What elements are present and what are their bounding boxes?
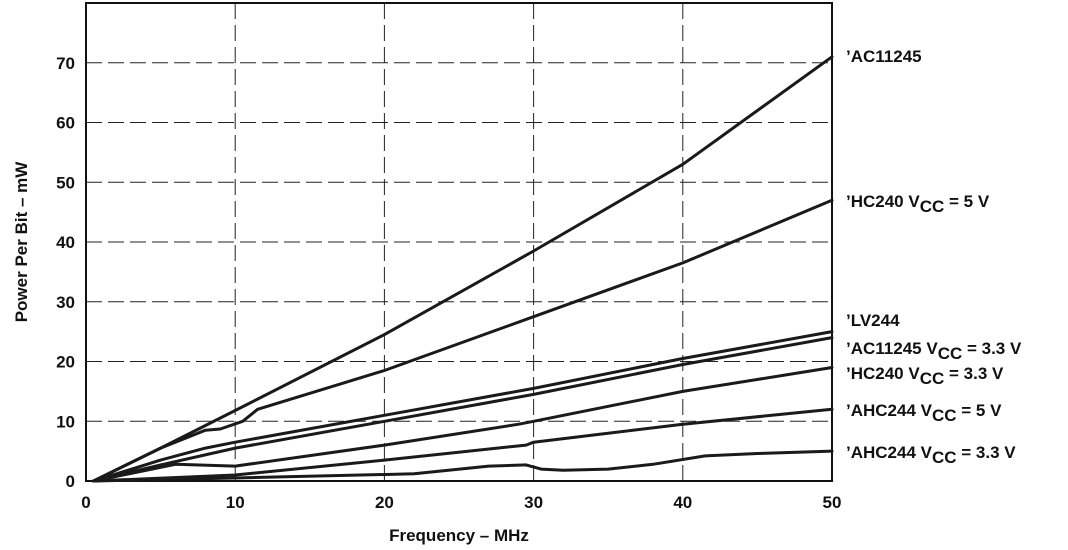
series-line-7 [92, 449, 834, 483]
series-label-tail: = 3.3 V [944, 364, 1004, 383]
series-label-main: ’LV244 [846, 311, 900, 330]
y-tick-label: 60 [56, 114, 75, 133]
series-label-2: ’HC240 VCC = 5 V [846, 192, 990, 216]
series-line-1 [92, 55, 834, 483]
series-line-5 [92, 366, 834, 483]
series-label-7: ’AHC244 VCC = 3.3 V [846, 443, 1016, 467]
y-axis-title: Power Per Bit – mW [12, 161, 31, 323]
series-line-6 [92, 407, 834, 483]
y-tick-label: 40 [56, 233, 75, 252]
series-label-4: ’AC11245 VCC = 3.3 V [846, 339, 1022, 363]
series-label-main: ’HC240 V [846, 192, 920, 211]
x-axis-title: Frequency – MHz [389, 526, 529, 545]
x-tick-label: 0 [81, 493, 90, 512]
series-label-subscript: CC [932, 406, 957, 425]
series-label-main: ’HC240 V [846, 364, 920, 383]
series-label-6: ’AHC244 VCC = 5 V [846, 401, 1002, 425]
series-label-subscript: CC [920, 369, 945, 388]
plot-frame [85, 2, 833, 482]
series-label-main: ’AHC244 V [846, 401, 933, 420]
y-tick-label: 50 [56, 173, 75, 192]
series-line-4 [92, 336, 834, 483]
series-lines [92, 55, 834, 483]
x-tick-label: 20 [375, 493, 394, 512]
y-tick-label: 10 [56, 412, 75, 431]
series-label-main: ’AC11245 [846, 47, 922, 66]
x-tick-label: 10 [226, 493, 245, 512]
x-tick-label: 30 [524, 493, 543, 512]
series-line-3 [92, 330, 834, 483]
series-label-subscript: CC [938, 344, 963, 363]
series-label-tail: = 3.3 V [957, 443, 1017, 462]
series-label-tail: = 3.3 V [962, 339, 1022, 358]
y-tick-label: 20 [56, 353, 75, 372]
y-tick-label: 70 [56, 54, 75, 73]
series-label-subscript: CC [932, 448, 957, 467]
x-tick-label: 50 [823, 493, 842, 512]
series-labels: ’AC11245’HC240 VCC = 5 V’LV244’AC11245 V… [846, 47, 1022, 467]
series-label-5: ’HC240 VCC = 3.3 V [846, 364, 1004, 388]
series-label-1: ’AC11245 [846, 47, 922, 66]
y-tick-label: 0 [66, 472, 75, 491]
x-axis-ticks: 0 10 20 30 40 50 [81, 493, 841, 512]
series-label-3: ’LV244 [846, 311, 900, 330]
series-label-main: ’AHC244 V [846, 443, 933, 462]
series-label-tail: = 5 V [957, 401, 1003, 420]
series-line-2 [92, 198, 834, 483]
series-label-tail: = 5 V [944, 192, 990, 211]
x-tick-label: 40 [673, 493, 692, 512]
series-label-subscript: CC [920, 197, 945, 216]
y-axis-ticks: 0 10 20 30 40 50 60 70 [56, 54, 75, 491]
y-tick-label: 30 [56, 293, 75, 312]
series-label-main: ’AC11245 V [846, 339, 938, 358]
